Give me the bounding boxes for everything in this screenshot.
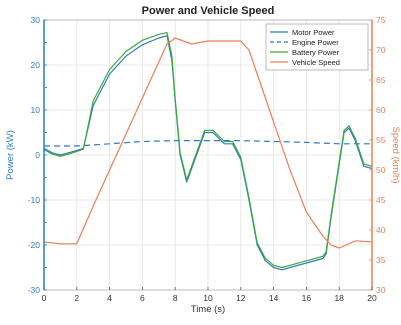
x-tick-label: 0	[42, 293, 47, 303]
x-tick-label: 18	[334, 293, 344, 303]
legend-label: Engine Power	[292, 38, 339, 47]
y-right-tick-label: 65	[376, 75, 386, 85]
x-tick-label: 2	[74, 293, 79, 303]
y-left-tick-label: -10	[28, 195, 41, 205]
legend-label: Battery Power	[292, 48, 340, 57]
y-left-tick-label: 0	[35, 150, 40, 160]
y-right-tick-label: 55	[376, 135, 386, 145]
legend-label: Motor Power	[292, 28, 335, 37]
y-right-tick-label: 35	[376, 255, 386, 265]
x-tick-label: 4	[107, 293, 112, 303]
x-tick-label: 20	[367, 293, 377, 303]
legend-label: Vehicle Speed	[292, 58, 340, 67]
series-line-battery-power	[43, 31, 373, 269]
x-axis-label: Time (s)	[191, 304, 225, 315]
y-left-tick-label: 30	[31, 15, 41, 25]
x-tick-label: 16	[302, 293, 312, 303]
y-right-tick-label: 50	[376, 165, 386, 175]
x-tick-label: 8	[173, 293, 178, 303]
y-right-tick-label: 45	[376, 195, 386, 205]
series-lines	[43, 31, 373, 271]
y-axis-label-left: Power (kW)	[5, 130, 16, 180]
series-line-engine-power	[44, 140, 372, 147]
y-right-tick-label: 75	[376, 15, 386, 25]
x-tick-label: 12	[236, 293, 246, 303]
y-left-tick-label: 20	[31, 60, 41, 70]
y-left-tick-label: -20	[28, 240, 41, 250]
x-tick-label: 14	[269, 293, 279, 303]
y-axis-label-right: Speed (km/h)	[390, 126, 401, 183]
series-line-vehicle-speed	[43, 37, 373, 249]
y-right-tick-label: 30	[376, 285, 386, 295]
chart-title: Power and Vehicle Speed	[142, 5, 275, 17]
y-right-tick-label: 60	[376, 105, 386, 115]
y-left-tick-label: -30	[28, 285, 41, 295]
ticks: 0 2 4 6 8 10 12 14 16 18 20-30-20-1001020303035404…	[28, 15, 386, 303]
y-right-tick-label: 70	[376, 45, 386, 55]
x-tick-label: 10	[203, 293, 213, 303]
x-tick-label: 6	[140, 293, 145, 303]
y-left-tick-label: 10	[31, 105, 41, 115]
y-right-tick-label: 40	[376, 225, 386, 235]
